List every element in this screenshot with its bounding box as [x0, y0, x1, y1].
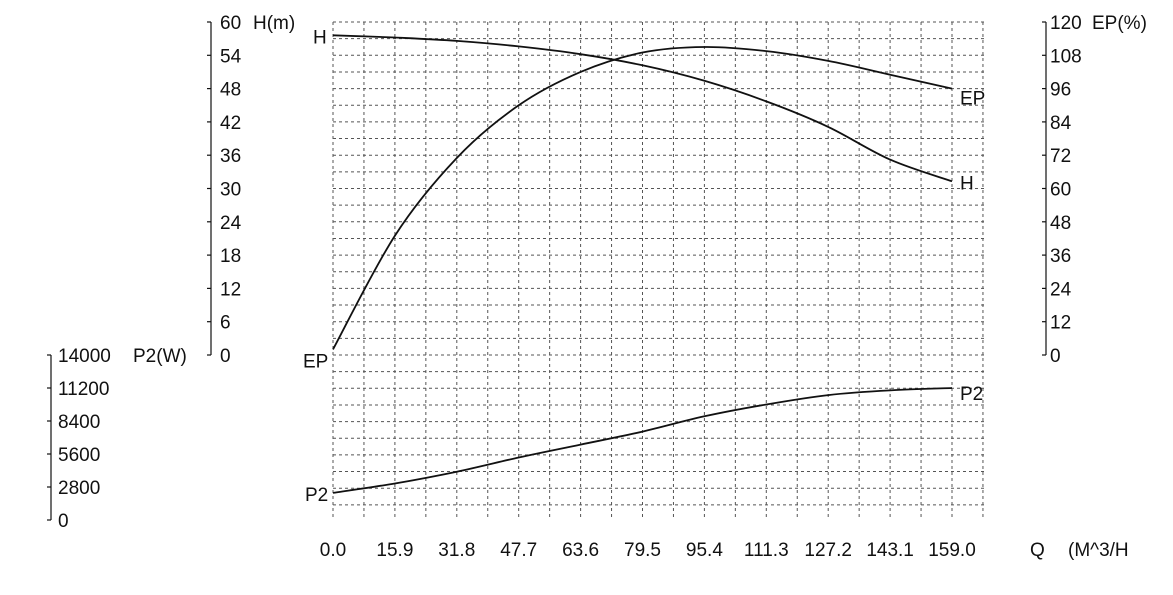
curve-start-label-ep: EP	[303, 351, 328, 372]
head-axis-tick-label: 30	[220, 180, 241, 201]
x-axis-tick-label: 79.5	[624, 540, 661, 561]
curve-start-label-h: H	[313, 27, 327, 48]
head-axis-tick-label: 12	[220, 279, 241, 300]
curve-p2	[332, 387, 953, 494]
efficiency-axis-unit-label: EP(%)	[1092, 13, 1147, 34]
x-axis-tick-label: 31.8	[438, 540, 475, 561]
head-axis-tick-label: 0	[220, 346, 231, 367]
efficiency-axis-tick-label: 0	[1050, 346, 1061, 367]
curve-end-label-ep: EP	[960, 89, 985, 110]
x-axis-unit-label: (M^3/H	[1068, 540, 1129, 561]
curve-end-label-p2: P2	[960, 384, 983, 405]
x-axis-tick-label: 95.4	[686, 540, 723, 561]
efficiency-axis-tick-label: 60	[1050, 180, 1071, 201]
power-axis-unit-label: P2(W)	[133, 346, 187, 367]
efficiency-axis-tick-label: 120	[1050, 13, 1082, 34]
chart-curves	[332, 34, 953, 494]
chart-labels: H H EP EP P2 P2	[303, 27, 985, 506]
efficiency-axis-tick-label: 48	[1050, 213, 1071, 234]
head-axis-tick-label: 6	[220, 313, 231, 334]
efficiency-axis-tick-label: 108	[1050, 46, 1082, 67]
power-axis-tick-label: 8400	[58, 412, 100, 433]
x-axis-tick-label: 159.0	[928, 540, 976, 561]
head-axis-unit-label: H(m)	[253, 13, 295, 34]
head-axis-tick-label: 48	[220, 80, 241, 101]
efficiency-axis-tick-label: 96	[1050, 80, 1071, 101]
curve-end-label-h: H	[960, 173, 974, 194]
x-axis-tick-label: 143.1	[866, 540, 914, 561]
head-axis-tick-label: 54	[220, 46, 242, 67]
power-axis-tick-label: 0	[58, 511, 69, 532]
power-axis-tick-label: 14000	[58, 346, 111, 367]
chart-grid	[332, 21, 985, 520]
x-axis-tick-label: 0.0	[320, 540, 346, 561]
head-axis-tick-label: 60	[220, 13, 241, 34]
head-axis-tick-label: 36	[220, 146, 241, 167]
efficiency-axis-tick-label: 36	[1050, 246, 1071, 267]
curve-h	[332, 34, 953, 183]
efficiency-axis-tick-label: 84	[1050, 113, 1072, 134]
x-axis-tick-label: 47.7	[500, 540, 537, 561]
head-axis-tick-label: 18	[220, 246, 241, 267]
power-axis-tick-label: 11200	[58, 379, 109, 400]
x-axis-tick-label: 15.9	[376, 540, 413, 561]
curve-ep	[332, 46, 953, 350]
curve-start-label-p2: P2	[305, 485, 328, 506]
efficiency-axis-tick-label: 12	[1050, 313, 1071, 334]
x-axis-tick-label: 63.6	[562, 540, 599, 561]
power-axis-tick-label: 2800	[58, 478, 100, 499]
x-axis-tick-label: 127.2	[804, 540, 852, 561]
efficiency-axis-tick-label: 72	[1050, 146, 1071, 167]
efficiency-axis-tick-label: 24	[1050, 279, 1072, 300]
head-axis-tick-label: 42	[220, 113, 241, 134]
head-axis-tick-label: 24	[220, 213, 242, 234]
power-axis-tick-label: 5600	[58, 445, 100, 466]
x-axis-tick-label: 111.3	[744, 540, 789, 561]
x-axis-label: Q	[1030, 540, 1045, 561]
